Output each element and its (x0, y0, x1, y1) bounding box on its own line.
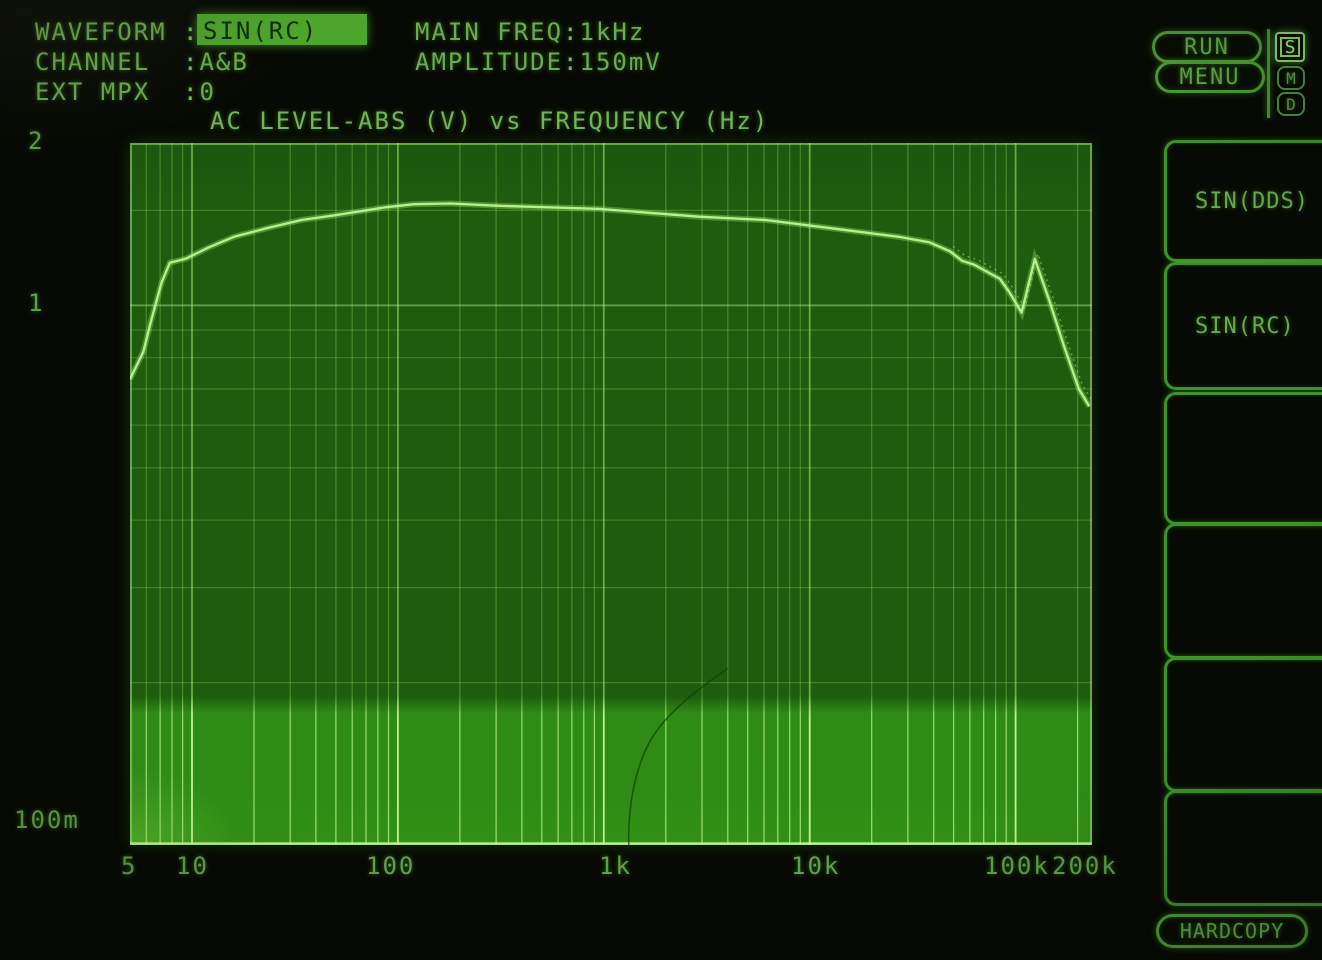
indicator-separator (1267, 29, 1270, 118)
run-button[interactable]: RUN (1152, 31, 1262, 63)
channel-label: CHANNEL (35, 48, 151, 76)
indicator-m: M (1277, 66, 1305, 90)
mainfreq-value: 1kHz (579, 18, 646, 46)
channel-value-field[interactable]: :A&B (183, 48, 249, 76)
x-tick-200k: 200k (1052, 852, 1118, 880)
channel-colon: : (183, 48, 200, 76)
x-tick-10: 10 (176, 852, 209, 880)
hardcopy-button-label: HARDCOPY (1179, 919, 1285, 943)
softkey-blank-1[interactable] (1164, 392, 1322, 525)
amplitude-field[interactable]: AMPLITUDE:150mV (415, 48, 662, 76)
softkey-sin-dds[interactable]: SIN(DDS) (1164, 140, 1322, 262)
indicator-d: D (1277, 92, 1305, 116)
extmpx-value: 0 (199, 78, 216, 106)
amplitude-label: AMPLITUDE (415, 48, 564, 76)
indicator-m-label: M (1286, 68, 1296, 88)
extmpx-colon: : (183, 78, 200, 106)
softkey-sin-rc[interactable]: SIN(RC) (1164, 262, 1322, 390)
softkey-sin-rc-label: SIN(RC) (1195, 313, 1295, 339)
softkey-blank-4[interactable] (1164, 790, 1322, 906)
hardcopy-button[interactable]: HARDCOPY (1156, 914, 1308, 948)
chart-title: AC LEVEL-ABS (V) vs FREQUENCY (Hz) (210, 107, 770, 135)
x-tick-1k: 1k (599, 852, 632, 880)
indicator-s-label: S (1284, 36, 1296, 58)
waveform-colon: : (183, 18, 200, 46)
mainfreq-field[interactable]: MAIN FREQ:1kHz (415, 18, 645, 46)
waveform-value: SIN(RC) (203, 17, 319, 45)
y-tick-1: 1 (28, 289, 45, 317)
hair-artifact (627, 667, 729, 845)
mainfreq-colon: : (563, 18, 580, 46)
x-tick-10k: 10k (791, 852, 841, 880)
indicator-s: S (1275, 32, 1305, 62)
x-tick-5: 5 (121, 852, 138, 880)
x-tick-100: 100 (366, 852, 416, 880)
chart-svg (130, 143, 1092, 845)
run-button-label: RUN (1184, 34, 1230, 60)
y-tick-100m: 100m (14, 806, 80, 834)
waveform-value-field[interactable]: SIN(RC) (197, 14, 367, 45)
amplitude-value: 150mV (579, 48, 662, 76)
amplitude-colon: : (563, 48, 580, 76)
softkey-sin-dds-label: SIN(DDS) (1195, 188, 1309, 214)
trace-channel-b (952, 245, 1092, 402)
indicator-d-label: D (1286, 94, 1296, 114)
menu-button-label: MENU (1179, 64, 1241, 90)
menu-button[interactable]: MENU (1155, 61, 1265, 93)
trace-channel-a (130, 202, 1091, 407)
waveform-label: WAVEFORM (35, 18, 167, 46)
mainfreq-label: MAIN FREQ (415, 18, 564, 46)
y-tick-2: 2 (28, 127, 45, 155)
extmpx-value-field[interactable]: :0 (183, 78, 216, 106)
chart-plot-area (130, 143, 1092, 845)
softkey-blank-2[interactable] (1164, 523, 1322, 659)
extmpx-label: EXT MPX (35, 78, 151, 106)
channel-value: A&B (199, 48, 249, 76)
x-tick-100k: 100k (984, 852, 1050, 880)
softkey-blank-3[interactable] (1164, 657, 1322, 792)
